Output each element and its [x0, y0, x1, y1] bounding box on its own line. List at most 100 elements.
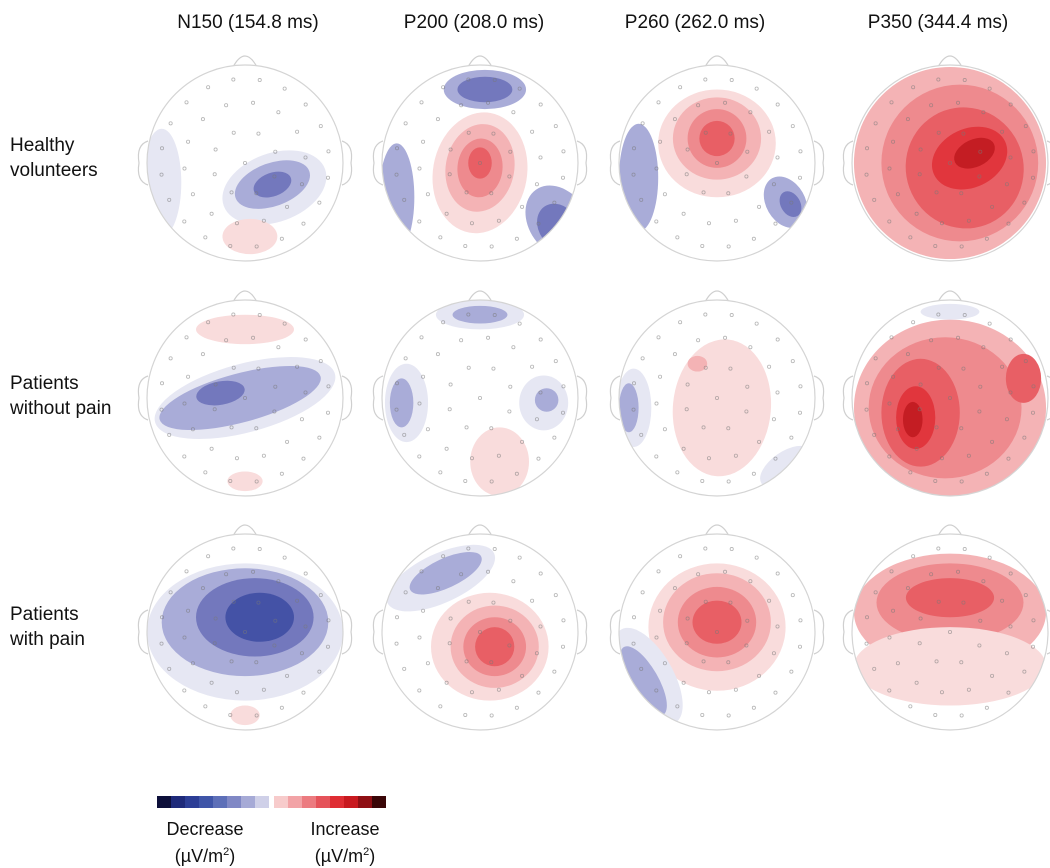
- electrode-dot: [978, 618, 983, 623]
- electrode-dot: [767, 598, 772, 603]
- electrode-dot: [1023, 593, 1028, 598]
- head-ear: [842, 609, 854, 655]
- electrode-dot: [728, 600, 733, 605]
- legend-decrease-text: Decrease: [166, 819, 244, 839]
- electrode-dot: [444, 211, 449, 216]
- electrode-dot: [733, 687, 738, 692]
- electrode-dot: [511, 579, 516, 584]
- electrode-dot: [234, 690, 239, 695]
- electrode-dot: [662, 192, 667, 197]
- increase-region: [468, 147, 492, 179]
- electrode-dot: [987, 321, 992, 326]
- electrode-dot: [773, 456, 778, 461]
- electrode-dot: [757, 673, 762, 678]
- electrode-dot: [303, 390, 308, 395]
- electrode-dot: [685, 382, 690, 387]
- electrode-dot: [723, 569, 728, 574]
- electrode-dot: [256, 600, 261, 605]
- electrode-dot: [962, 313, 967, 318]
- column-title-p350: P350 (344.4 ms): [867, 12, 1009, 33]
- electrode-dot: [1008, 102, 1013, 107]
- electrode-dot: [492, 313, 497, 318]
- decrease-region: [534, 388, 559, 412]
- electrode-dot: [417, 219, 422, 224]
- head-ear: [842, 375, 854, 421]
- electrode-dot: [514, 236, 519, 241]
- electrode-dot: [419, 569, 424, 574]
- electrode-dot: [889, 100, 894, 105]
- electrode-dot: [508, 149, 513, 154]
- electrode-dot: [700, 478, 705, 483]
- electrode-dot: [1022, 435, 1027, 440]
- head-ear: [137, 609, 149, 655]
- electrode-dot: [978, 384, 983, 389]
- electrode-dot: [463, 243, 468, 248]
- row-label-with-pain-line2: with pain: [10, 629, 85, 650]
- electrode-dot: [229, 425, 234, 430]
- head-nose: [937, 524, 963, 537]
- electrode-dot: [261, 453, 266, 458]
- electrode-dot: [911, 554, 916, 559]
- electrode-dot: [654, 454, 659, 459]
- electrode-dot: [466, 130, 471, 135]
- electrode-dot: [966, 218, 971, 223]
- electrode-dot: [435, 352, 440, 357]
- electrode-dot: [864, 641, 869, 646]
- electrode-dot: [553, 593, 558, 598]
- topomap-2-2: [609, 524, 825, 731]
- electrode-dot: [726, 191, 731, 196]
- electrode-dot: [168, 121, 173, 126]
- electrode-dot: [448, 616, 453, 621]
- electrode-dot: [959, 191, 964, 196]
- electrode-dot: [190, 661, 195, 666]
- electrode-dot: [1008, 390, 1013, 395]
- electrode-dot: [658, 608, 663, 613]
- electrode-dot: [959, 426, 964, 431]
- electrode-dot: [282, 86, 287, 91]
- head-ear: [609, 609, 621, 655]
- electrode-dot: [538, 390, 543, 395]
- colorbar-increase-swatch: [274, 796, 288, 808]
- decrease-region: [382, 143, 415, 252]
- electrode-dot: [1022, 669, 1027, 674]
- electrode-dot: [767, 129, 772, 134]
- topomap-1-1: [372, 290, 588, 497]
- electrode-dot: [798, 149, 803, 154]
- electrode-dot: [748, 345, 753, 350]
- increase-region: [196, 314, 294, 345]
- decrease-region: [253, 171, 292, 198]
- electrode-dot: [895, 661, 900, 666]
- electrode-dot: [276, 579, 281, 584]
- electrode-dot: [1004, 651, 1009, 656]
- electrode-dot: [775, 571, 780, 576]
- increase-region: [470, 427, 530, 496]
- electrode-dot: [639, 666, 644, 671]
- electrode-dot: [1023, 359, 1028, 364]
- electrode-dot: [654, 219, 659, 224]
- electrode-dot: [654, 166, 659, 171]
- row-label-healthy-line2: volunteers: [10, 160, 98, 181]
- electrode-dot: [552, 435, 557, 440]
- electrode-dot: [261, 218, 266, 223]
- head-outline: [381, 299, 579, 497]
- electrode-dot: [463, 478, 468, 483]
- electrode-dot: [917, 641, 922, 646]
- electrode-dot: [561, 618, 566, 623]
- electrode-dot: [640, 590, 645, 595]
- electrode-dot: [639, 197, 644, 202]
- topomap-0-2: [609, 55, 825, 262]
- electrode-dot: [209, 680, 214, 685]
- electrode-dot: [421, 139, 426, 144]
- electrode-dot: [273, 618, 278, 623]
- colorbar-decrease-swatch: [171, 796, 185, 808]
- topomap-1-2: [609, 290, 825, 497]
- electrode-dot: [981, 110, 986, 115]
- electrode-dot: [282, 555, 287, 560]
- electrode-dot: [914, 446, 919, 451]
- electrode-dot: [491, 131, 496, 136]
- electrode-dot: [466, 546, 471, 551]
- electrode-dot: [632, 381, 637, 386]
- electrode-dot: [299, 182, 304, 187]
- electrode-dot: [895, 192, 900, 197]
- electrode-dot: [914, 680, 919, 685]
